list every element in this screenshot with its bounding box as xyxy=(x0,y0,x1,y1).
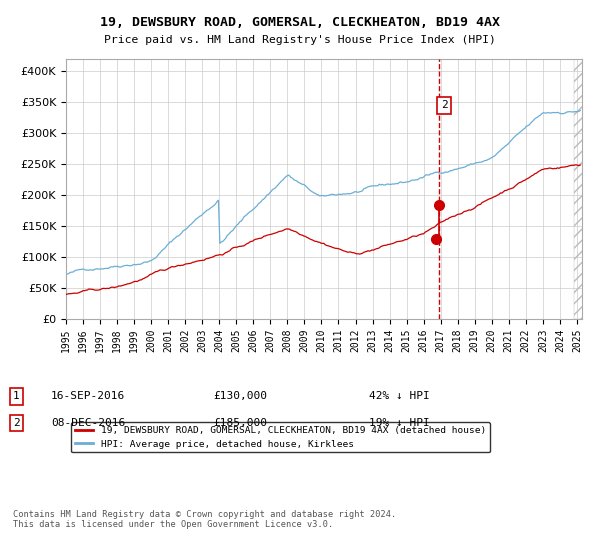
Text: Contains HM Land Registry data © Crown copyright and database right 2024.
This d: Contains HM Land Registry data © Crown c… xyxy=(13,510,397,529)
Text: 42% ↓ HPI: 42% ↓ HPI xyxy=(369,391,430,402)
Text: 19, DEWSBURY ROAD, GOMERSAL, CLECKHEATON, BD19 4AX: 19, DEWSBURY ROAD, GOMERSAL, CLECKHEATON… xyxy=(100,16,500,29)
Text: £185,000: £185,000 xyxy=(213,418,267,428)
Text: 08-DEC-2016: 08-DEC-2016 xyxy=(51,418,125,428)
Text: 2: 2 xyxy=(13,418,20,428)
Text: 19% ↓ HPI: 19% ↓ HPI xyxy=(369,418,430,428)
Legend: 19, DEWSBURY ROAD, GOMERSAL, CLECKHEATON, BD19 4AX (detached house), HPI: Averag: 19, DEWSBURY ROAD, GOMERSAL, CLECKHEATON… xyxy=(71,422,490,452)
Text: 16-SEP-2016: 16-SEP-2016 xyxy=(51,391,125,402)
Text: Price paid vs. HM Land Registry's House Price Index (HPI): Price paid vs. HM Land Registry's House … xyxy=(104,35,496,45)
Text: £130,000: £130,000 xyxy=(213,391,267,402)
Text: 2: 2 xyxy=(441,100,448,110)
Text: 1: 1 xyxy=(13,391,20,402)
